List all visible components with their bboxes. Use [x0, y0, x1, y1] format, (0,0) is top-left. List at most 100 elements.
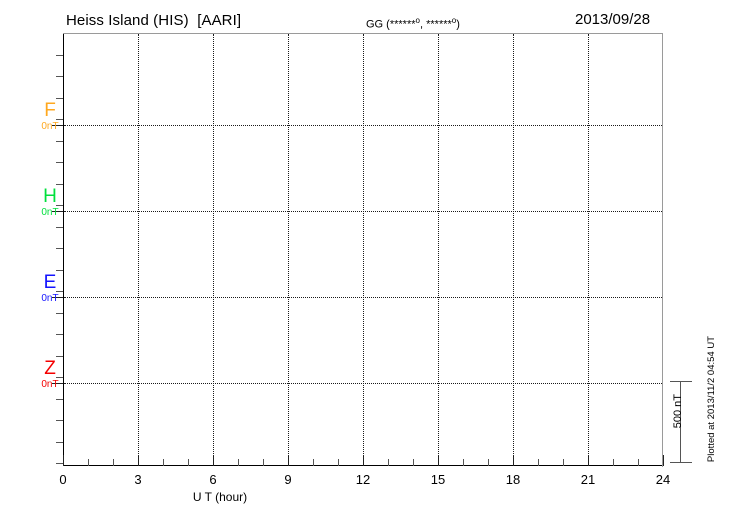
scale-bar-label: 500 nT: [672, 394, 684, 429]
y-minor-tick: [56, 226, 63, 228]
scale-bar: [670, 381, 692, 464]
x-axis-title-text: U T (hour): [192, 490, 248, 504]
vertical-gridline: [213, 34, 214, 466]
x-tick-label: 12: [355, 472, 371, 487]
component-label-f: F 0nT: [30, 101, 70, 133]
coords-suffix: ): [456, 18, 460, 31]
plot-right-border: [662, 33, 663, 467]
x-minor-tick: [563, 459, 564, 466]
x-minor-tick: [638, 459, 639, 466]
y-minor-tick: [56, 97, 63, 99]
x-major-tick: [513, 455, 514, 466]
x-tick-label: 9: [284, 472, 292, 487]
y-major-tick: [52, 297, 63, 298]
component-label-z: Z 0nT: [30, 359, 70, 391]
y-major-tick: [52, 125, 63, 126]
y-minor-tick: [56, 205, 63, 206]
x-minor-tick: [188, 459, 189, 466]
y-minor-tick: [56, 76, 63, 77]
y-minor-tick: [56, 398, 63, 400]
scale-bar-bottom-cap: [670, 462, 692, 464]
component-label-h: H 0nT: [30, 187, 70, 219]
x-tick-label: 18: [505, 472, 521, 487]
x-minor-tick: [313, 459, 314, 466]
x-major-tick: [63, 455, 64, 466]
vertical-gridline: [138, 34, 139, 466]
x-minor-tick: [338, 459, 339, 466]
y-minor-tick: [56, 291, 63, 292]
x-minor-tick: [538, 459, 539, 466]
coords-prefix: GG (: [366, 18, 390, 31]
baseline-gridline-e: [64, 297, 662, 298]
coords-longitude: ******: [426, 18, 452, 31]
baseline-gridline-h: [64, 211, 662, 212]
x-tick-label: 6: [209, 472, 217, 487]
x-major-tick: [213, 455, 214, 466]
geographic-coordinates: GG (******o, ******o): [366, 16, 460, 31]
component-baseline-value-f: 0nT: [41, 121, 59, 132]
component-baseline-value-e: 0nT: [41, 293, 59, 304]
component-letter-e: E: [43, 272, 57, 293]
coords-latitude: ******: [389, 18, 416, 31]
x-major-tick: [588, 455, 589, 466]
x-tick-label: 24: [655, 472, 671, 487]
observation-date: 2013/09/28: [575, 11, 651, 28]
page-title: Heiss Island (HIS) [AARI]: [66, 12, 242, 29]
x-tick-label: 0: [59, 472, 67, 487]
component-letter-h: H: [43, 186, 57, 207]
x-major-tick: [288, 455, 289, 466]
baseline-gridline-z: [64, 383, 662, 384]
y-minor-tick: [56, 162, 63, 163]
y-major-tick: [52, 211, 63, 212]
vertical-gridline: [588, 34, 589, 466]
x-major-tick: [438, 455, 439, 466]
x-minor-tick: [113, 459, 114, 466]
component-letter-f: F: [44, 100, 56, 121]
x-minor-tick: [238, 459, 239, 466]
component-baseline-value-z: 0nT: [41, 379, 59, 390]
x-minor-tick: [613, 459, 614, 466]
y-minor-tick: [56, 183, 63, 185]
y-minor-tick: [56, 377, 63, 378]
x-minor-tick: [488, 459, 489, 466]
y-minor-tick: [56, 269, 63, 271]
x-minor-tick: [263, 459, 264, 466]
x-major-tick: [363, 455, 364, 466]
y-minor-tick: [56, 355, 63, 357]
x-minor-tick: [388, 459, 389, 466]
y-minor-tick: [56, 441, 63, 443]
x-axis-title: U T (hour): [0, 490, 730, 504]
x-minor-tick: [413, 459, 414, 466]
y-minor-tick: [56, 140, 63, 142]
y-minor-tick: [56, 312, 63, 314]
y-minor-tick: [56, 54, 63, 56]
y-minor-tick: [56, 119, 63, 120]
vertical-gridline: [363, 34, 364, 466]
coords-separator: ,: [419, 18, 427, 31]
x-major-tick: [138, 455, 139, 466]
component-baseline-value-h: 0nT: [41, 207, 59, 218]
component-letter-z: Z: [44, 358, 56, 379]
x-minor-tick: [163, 459, 164, 466]
x-tick-label: 21: [580, 472, 596, 487]
vertical-gridline: [513, 34, 514, 466]
x-minor-tick: [463, 459, 464, 466]
coords-longitude-degree: o: [451, 16, 457, 25]
plot-top-border: [63, 33, 663, 34]
coords-latitude-degree: o: [415, 16, 420, 25]
x-tick-label: 3: [134, 472, 142, 487]
x-tick-label: 15: [430, 472, 446, 487]
baseline-gridline-f: [64, 125, 662, 126]
vertical-gridline: [438, 34, 439, 466]
y-minor-tick: [56, 334, 63, 335]
component-label-e: E 0nT: [30, 273, 70, 305]
y-minor-tick: [56, 248, 63, 249]
plotted-at-timestamp: Plotted at 2013/11/2 04:54 UT: [706, 336, 717, 463]
x-minor-tick: [88, 459, 89, 466]
y-minor-tick: [56, 463, 63, 464]
x-major-tick: [663, 455, 664, 466]
scale-bar-stem: [680, 381, 682, 463]
y-minor-tick: [56, 420, 63, 421]
vertical-gridline: [288, 34, 289, 466]
